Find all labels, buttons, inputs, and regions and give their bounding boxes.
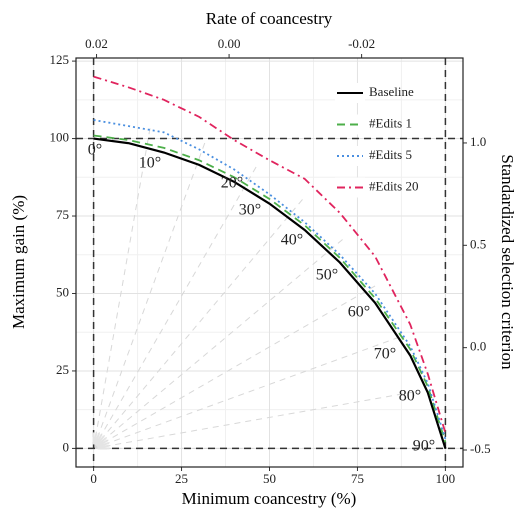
y2-axis-title: Standardized selection criterion <box>498 154 517 370</box>
x-tick-label: 25 <box>175 471 188 486</box>
legend-label: #Edits 20 <box>369 178 418 193</box>
y2-tick-label: 0.0 <box>470 339 486 354</box>
angle-label: 30° <box>239 202 261 219</box>
x-tick-label: 100 <box>436 471 456 486</box>
x2-tick-label: 0.00 <box>218 36 241 51</box>
series-line <box>93 137 447 449</box>
y-tick-label: 50 <box>56 284 69 299</box>
legend-key-bg <box>335 146 365 166</box>
angle-label: 40° <box>281 232 303 249</box>
radial-guide <box>93 138 207 449</box>
radial-stub <box>94 434 103 446</box>
radial-stub <box>95 435 105 446</box>
series-line <box>93 119 447 440</box>
angle-label: 20° <box>221 175 243 192</box>
x2-tick-label: -0.02 <box>348 36 375 51</box>
radial-guide <box>93 282 380 449</box>
legend-label: #Edits 5 <box>369 147 412 162</box>
y2-tick-label: 0.5 <box>470 236 486 251</box>
angle-label: 0° <box>88 142 102 159</box>
x2-axis-title: Rate of coancestry <box>206 9 333 28</box>
series-line <box>93 75 447 434</box>
radial-stub <box>97 444 110 449</box>
radial-guide <box>93 162 260 449</box>
y-tick-label: 25 <box>56 362 69 377</box>
radial-guide <box>93 390 419 449</box>
angle-label: 90° <box>413 438 435 455</box>
radial-guide <box>93 235 347 449</box>
radial-stub <box>96 439 108 448</box>
angle-label: 70° <box>374 346 396 363</box>
x-axis-title: Minimum coancestry (%) <box>182 489 357 508</box>
y-axis-title: Maximum gain (%) <box>9 195 28 329</box>
radial-stub <box>93 432 98 445</box>
y-tick-label: 0 <box>63 439 70 454</box>
y-tick-label: 75 <box>56 207 69 222</box>
y2-tick-label: -0.5 <box>470 441 491 456</box>
plot-area <box>76 58 463 467</box>
y-tick-label: 125 <box>50 52 70 67</box>
x2-tick-label: 0.02 <box>85 36 108 51</box>
radial-stub <box>96 437 107 447</box>
angle-label: 10° <box>139 155 161 172</box>
angle-label: 50° <box>316 267 338 284</box>
x-tick-label: 75 <box>351 471 364 486</box>
y2-tick-label: 1.0 <box>470 134 486 149</box>
legend-label: Baseline <box>369 84 414 99</box>
angle-label: 80° <box>399 388 421 405</box>
radial-guide <box>93 195 307 449</box>
legend-label: #Edits 1 <box>369 115 412 130</box>
radial-stub <box>97 441 109 448</box>
series-line <box>93 134 447 443</box>
plot-border <box>75 57 464 468</box>
radial-guide <box>93 335 404 449</box>
x-tick-label: 0 <box>90 471 97 486</box>
angle-label: 60° <box>348 304 370 321</box>
radial-guide <box>93 123 152 449</box>
x-tick-label: 50 <box>263 471 276 486</box>
y-tick-label: 100 <box>50 130 70 145</box>
radial-stub <box>94 433 101 445</box>
